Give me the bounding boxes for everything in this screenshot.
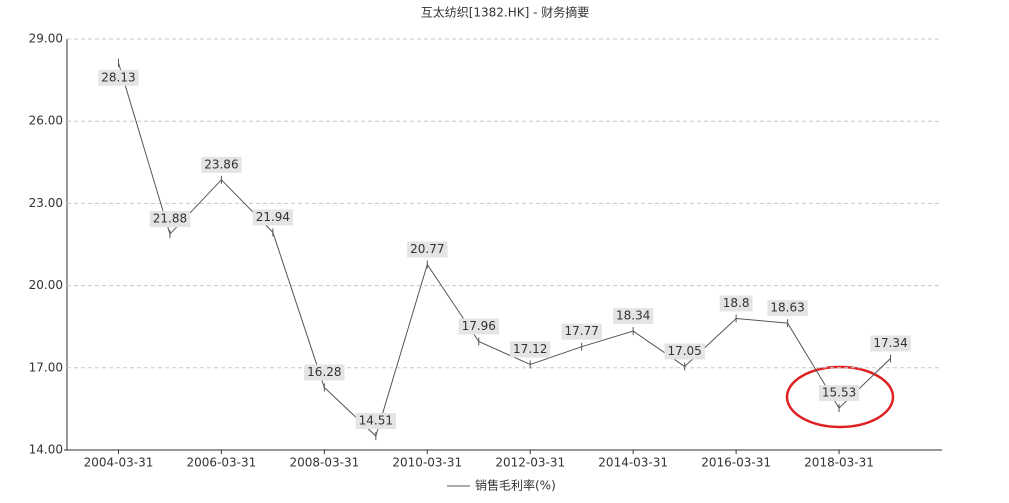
x-tick-label: 2006-03-31: [187, 456, 257, 470]
data-label-bg: [252, 209, 294, 226]
y-tick-label: 14.00: [29, 443, 63, 457]
data-label-bg: [98, 69, 139, 86]
data-label: 20.77: [410, 242, 444, 256]
y-tick-label: 20.00: [29, 278, 63, 292]
data-label-bg: [870, 335, 911, 352]
data-label: 18.34: [616, 309, 650, 323]
data-label: 21.94: [256, 210, 290, 224]
y-tick-label: 17.00: [29, 360, 63, 374]
line: [117, 62, 891, 437]
y-tick-label: 29.00: [29, 32, 63, 46]
x-tick-label: 2010-03-31: [392, 456, 462, 470]
data-label-bg: [818, 385, 860, 402]
data-label-bg: [458, 318, 499, 335]
x-tick-label: 2014-03-31: [598, 456, 668, 470]
data-label: 17.34: [873, 336, 907, 350]
data-label-bg: [767, 300, 808, 317]
data-label-bg: [664, 343, 705, 360]
x-tick-label: 2012-03-31: [495, 456, 565, 470]
data-label: 14.51: [359, 414, 393, 428]
data-label: 16.28: [307, 365, 341, 379]
x-tick-label: 2018-03-31: [804, 456, 874, 470]
legend-label: 销售毛利率(%): [475, 478, 556, 493]
data-label: 17.96: [462, 319, 496, 333]
data-label-bg: [149, 211, 191, 228]
x-tick-label: 2016-03-31: [701, 456, 771, 470]
data-label: 17.12: [513, 342, 547, 356]
data-label: 17.05: [667, 344, 701, 358]
data-label: 18.63: [770, 301, 804, 315]
data-label-bg: [304, 364, 345, 381]
data-label-bg: [612, 308, 654, 325]
data-label-bg: [355, 413, 397, 430]
chart-title: 互太纺织[1382.HK] - 财务摘要: [421, 5, 590, 20]
data-label: 21.88: [153, 212, 187, 226]
data-label-bg: [407, 241, 448, 258]
x-tick-label: 2008-03-31: [289, 456, 359, 470]
data-label-bg: [201, 156, 242, 173]
data-label-bg: [561, 323, 602, 340]
data-label: 15.53: [822, 386, 856, 400]
data-label: 23.86: [204, 157, 238, 171]
data-label: 18.8: [723, 296, 750, 310]
data-label-bg: [510, 341, 551, 358]
y-tick-label: 26.00: [29, 114, 63, 128]
data-label: 17.77: [565, 324, 599, 338]
y-tick-label: 23.00: [29, 196, 63, 210]
data-label: 28.13: [101, 70, 135, 84]
highlight-circle: [785, 365, 895, 429]
data-label-bg: [719, 295, 753, 312]
x-tick-label: 2004-03-31: [84, 456, 154, 470]
